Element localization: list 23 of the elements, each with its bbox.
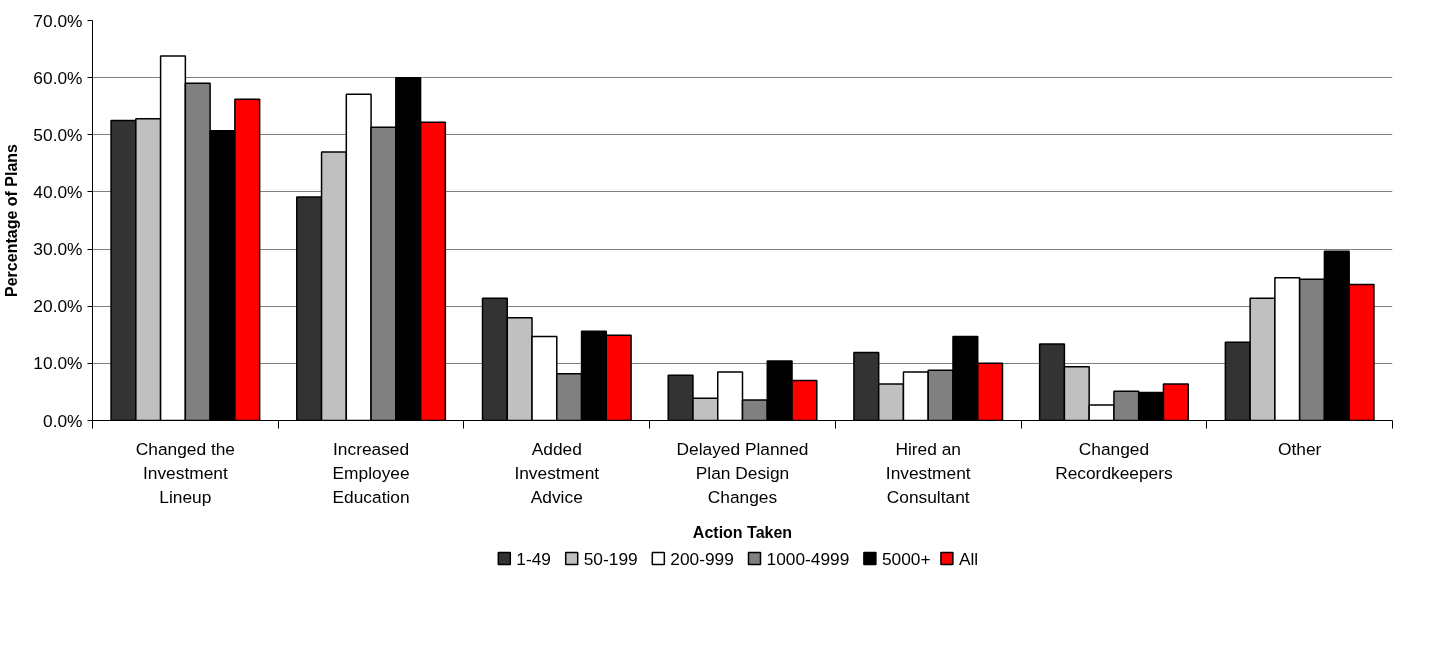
x-tick-label: Hired an Investment Consultant: [885, 438, 971, 507]
y-tick-label: 40.0%: [33, 181, 83, 202]
y-tick-label: 30.0%: [33, 239, 83, 260]
legend-label: 1000-4999: [766, 548, 850, 569]
y-tick-label: 0.0%: [43, 410, 83, 431]
x-tick-label: Increased Employee Education: [332, 438, 410, 507]
x-tick-label: Changed the Investment Lineup: [135, 438, 235, 507]
x-axis-title: Action Taken: [692, 523, 793, 541]
y-tick-label: 70.0%: [33, 10, 83, 31]
legend-label: 50-199: [583, 548, 638, 569]
x-tick-label: Delayed Planned Plan Design Changes: [676, 438, 809, 507]
x-tick-label: Other: [1277, 438, 1322, 459]
legend-label: 5000+: [881, 548, 931, 569]
x-tick-label: Added Investment Advice: [514, 438, 600, 507]
legend-label: 200-999: [670, 548, 734, 569]
x-tick-label: Changed Recordkeepers: [1055, 438, 1174, 483]
legend-label: 1-49: [516, 548, 551, 569]
legend-label: All: [958, 548, 979, 569]
y-tick-label: 20.0%: [33, 296, 83, 317]
y-tick-label: 60.0%: [33, 67, 83, 88]
y-tick-label: 10.0%: [33, 353, 83, 374]
y-axis-title: Percentage of Plans: [3, 143, 21, 297]
y-tick-label: 50.0%: [33, 124, 83, 145]
